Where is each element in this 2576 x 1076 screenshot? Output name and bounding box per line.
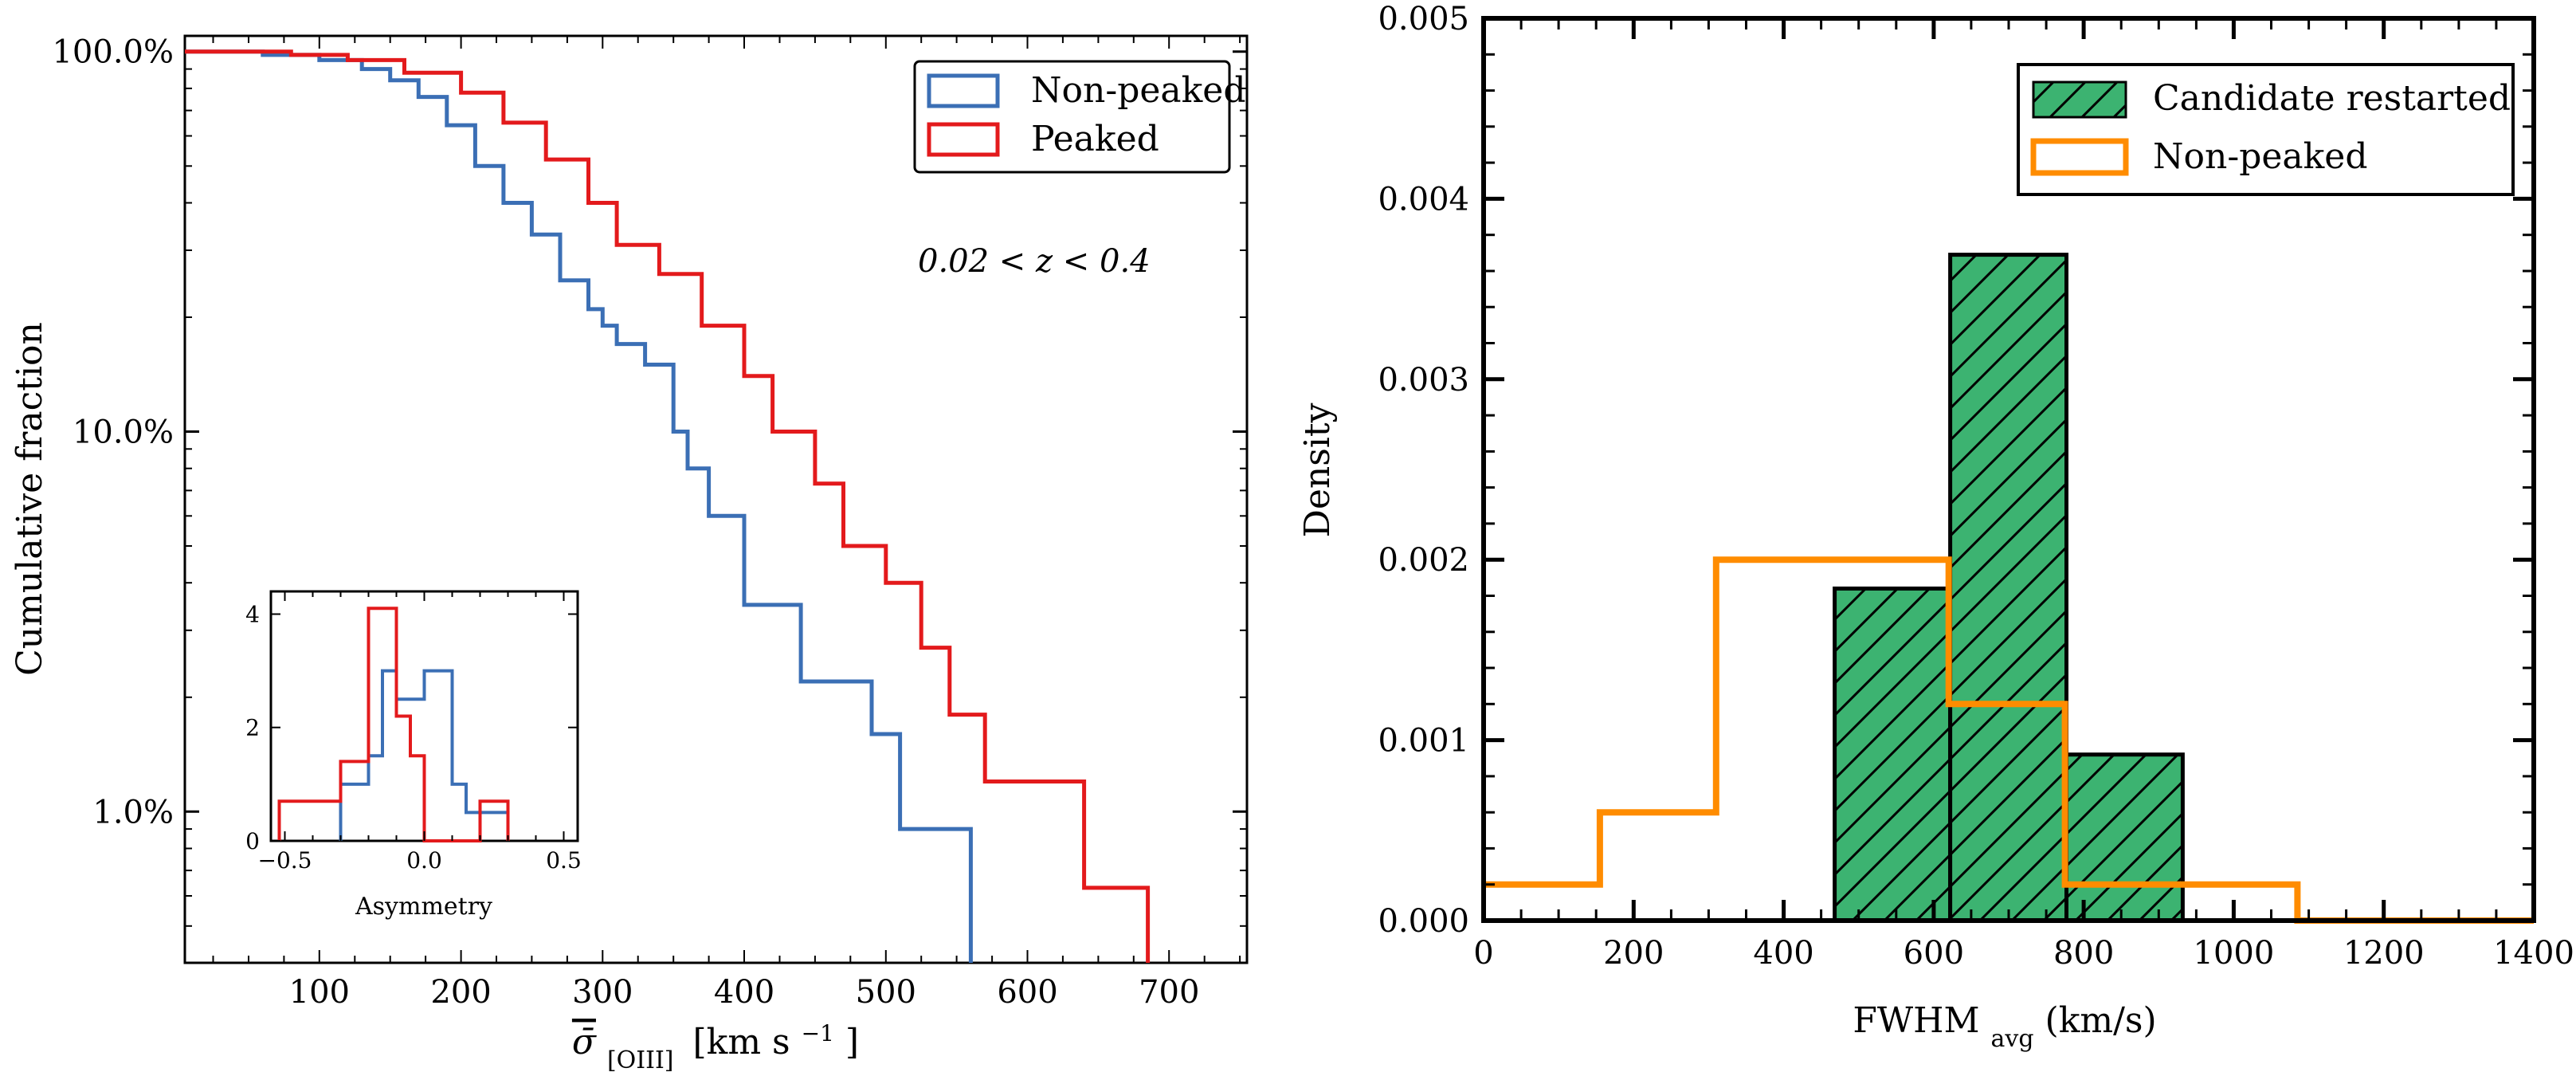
legend-swatch-non-peaked — [927, 73, 1000, 108]
inset-y-tick-label: 4 — [245, 602, 260, 628]
right-x-title-main: FWHM — [1853, 1000, 1979, 1041]
series-non-peaked-orange — [1484, 556, 2534, 924]
left-x-tick-label: 500 — [856, 974, 916, 1011]
x-title-unit-sup: −1 — [802, 1020, 834, 1047]
series-peaked — [185, 49, 1151, 963]
right-y-tick-label: 0.003 — [1378, 362, 1469, 399]
inset-x-tick-label: −0.5 — [258, 847, 312, 874]
right-x-tick-label: 600 — [1904, 935, 1964, 972]
right-x-title-sub: avg — [1991, 1025, 2034, 1053]
left-x-tick-label: 400 — [714, 974, 774, 1011]
legend-label-non-peaked-orange: Non-peaked — [2153, 136, 2368, 177]
right-y-tick-label: 0.002 — [1378, 542, 1469, 579]
inset-y-axis-ticks: 0 2 4 — [245, 602, 578, 854]
inset-series-group — [277, 607, 510, 842]
left-y-axis-title: Cumulative fraction — [10, 322, 50, 676]
right-series-group — [1484, 253, 2534, 924]
right-x-tick-label: 400 — [1753, 935, 1813, 972]
right-y-tick-label: 0.004 — [1378, 181, 1469, 218]
x-title-unit-end: ] — [845, 1022, 859, 1062]
left-x-axis-ticks: 100 200 300 400 500 600 700 — [212, 36, 1241, 1011]
right-legend: Candidate restarted Non-peaked — [2017, 63, 2515, 196]
right-x-tick-label: 0 — [1473, 935, 1493, 972]
right-y-axis-title: Density — [1297, 403, 1338, 537]
inset-series-peaked — [277, 607, 510, 842]
inset-x-axis-ticks: −0.5 0.0 0.5 — [258, 591, 582, 874]
right-x-tick-label: 200 — [1603, 935, 1664, 972]
bar-candidate-restarted-hatch — [2064, 752, 2185, 923]
inset-x-tick-label: 0.0 — [406, 847, 442, 874]
legend-swatch-non-peaked-orange — [2030, 138, 2129, 176]
right-x-title-unit: (km/s) — [2045, 1000, 2157, 1041]
inset-x-tick-label: 0.5 — [546, 847, 582, 874]
right-y-tick-label: 0.005 — [1378, 1, 1469, 37]
left-x-axis-title: σ̄ [OIII] [km s −1 ] — [572, 1020, 859, 1074]
left-y-tick-label: 100.0% — [52, 34, 174, 71]
left-x-tick-label: 300 — [572, 974, 633, 1011]
left-x-tick-label: 200 — [430, 974, 491, 1011]
right-y-axis-ticks: 0.000 0.001 0.002 0.003 0.004 0.005 — [1378, 1, 2534, 940]
bar-candidate-restarted-hatch — [1948, 253, 2069, 923]
legend-swatch-candidate-hatch — [2032, 81, 2127, 119]
left-x-tick-label: 600 — [997, 974, 1057, 1011]
left-panel: 100 200 300 400 500 600 700 100.0% 10.0% 1.0% Cu… — [10, 34, 1249, 1074]
inset-y-tick-label: 2 — [245, 715, 260, 741]
bar-candidate-restarted-hatch — [1833, 586, 1953, 923]
inset-series-non-peaked — [339, 669, 510, 841]
right-x-tick-label: 1000 — [2194, 935, 2275, 972]
legend-label-non-peaked: Non-peaked — [1031, 70, 1246, 111]
right-x-tick-label: 800 — [2053, 935, 2114, 972]
left-x-tick-label: 100 — [289, 974, 350, 1011]
right-x-tick-label: 1200 — [2343, 935, 2425, 972]
series-non-peaked — [185, 49, 973, 963]
left-x-tick-label: 700 — [1139, 974, 1199, 1011]
left-plot-frame — [183, 34, 1249, 964]
left-y-tick-label: 10.0% — [73, 414, 174, 451]
x-title-sigma: σ̄ — [572, 1022, 598, 1062]
redshift-annotation: 0.02 < z < 0.4 — [918, 243, 1151, 280]
x-title-sub: [OIII] — [607, 1047, 674, 1074]
right-x-axis-ticks: 0 200 400 600 800 1000 1200 1400 — [1473, 18, 2574, 972]
right-panel: 0 200 400 600 800 1000 1200 1400 0.0000.0010.00… — [1297, 1, 2574, 1053]
asymmetry-inset: −0.5 0.0 0.5 0 2 4 Asymmetry — [245, 590, 582, 921]
right-x-tick-label: 1400 — [2493, 935, 2574, 972]
legend-swatch-peaked — [927, 122, 1000, 157]
x-title-unit: [km s — [693, 1022, 790, 1062]
left-legend-frame — [913, 60, 1231, 174]
legend-label-candidate-restarted: Candidate restarted — [2153, 78, 2511, 119]
legend-label-peaked: Peaked — [1031, 119, 1159, 159]
left-y-axis-ticks: 100.0% 10.0% 1.0% — [52, 34, 1247, 927]
inset-x-axis-title: Asymmetry — [355, 893, 492, 921]
left-series-group — [185, 49, 1151, 963]
inset-y-tick-label: 0 — [245, 828, 260, 854]
left-y-tick-label: 1.0% — [92, 794, 174, 831]
right-y-tick-label: 0.001 — [1378, 723, 1469, 760]
right-x-axis-title: FWHM avg (km/s) — [1853, 1000, 2156, 1053]
right-y-tick-label: 0.000 — [1378, 903, 1469, 940]
left-legend: Non-peaked Peaked — [913, 60, 1246, 174]
